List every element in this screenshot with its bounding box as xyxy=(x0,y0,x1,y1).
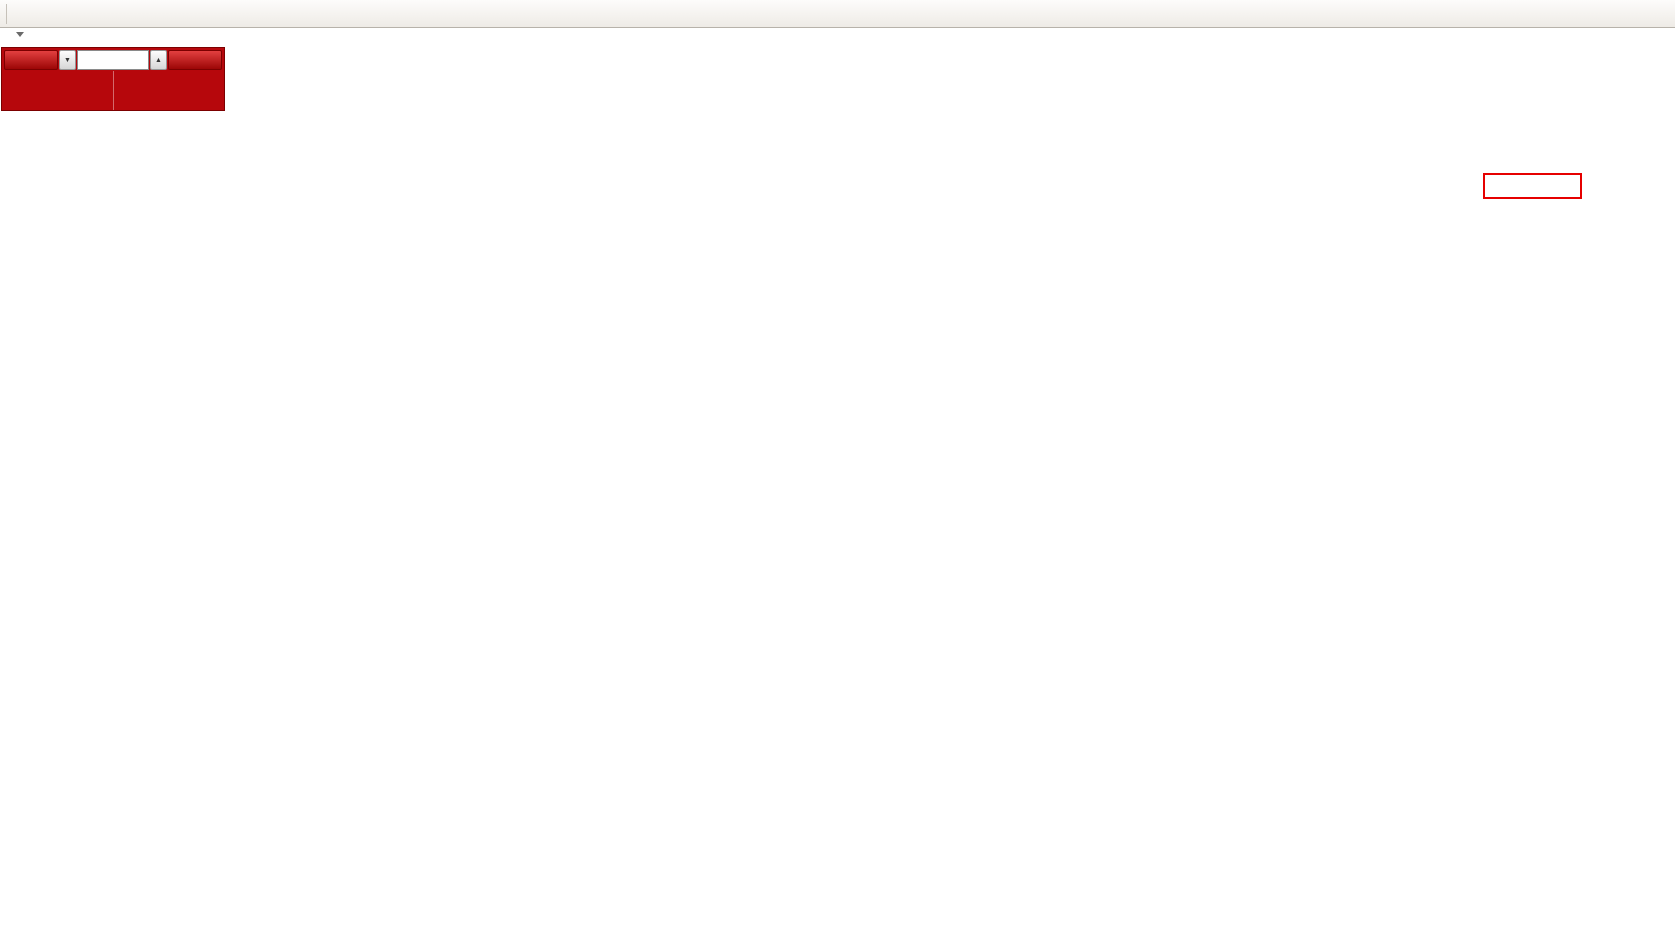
main-toolbar xyxy=(0,0,1675,28)
volume-increment-button[interactable]: ▲ xyxy=(150,50,167,70)
chart-canvas[interactable] xyxy=(0,28,1675,947)
chart-window: ▼ ▲ xyxy=(0,28,1675,947)
trade-prices-row xyxy=(2,71,224,110)
volume-decrement-button[interactable]: ▼ xyxy=(59,50,76,70)
one-click-trade-panel: ▼ ▲ xyxy=(1,47,225,111)
toolbar-separator xyxy=(6,3,7,24)
volume-input[interactable] xyxy=(77,50,149,70)
buy-price-display[interactable] xyxy=(112,71,225,110)
trade-controls-row: ▼ ▲ xyxy=(2,48,224,71)
symbol-info-bar xyxy=(16,32,30,37)
sell-price-display[interactable] xyxy=(2,71,113,110)
sell-button[interactable] xyxy=(4,50,58,70)
buy-button[interactable] xyxy=(168,50,222,70)
quick-trade-toggle-icon[interactable] xyxy=(16,32,24,37)
price-level-callout[interactable] xyxy=(1483,173,1582,199)
